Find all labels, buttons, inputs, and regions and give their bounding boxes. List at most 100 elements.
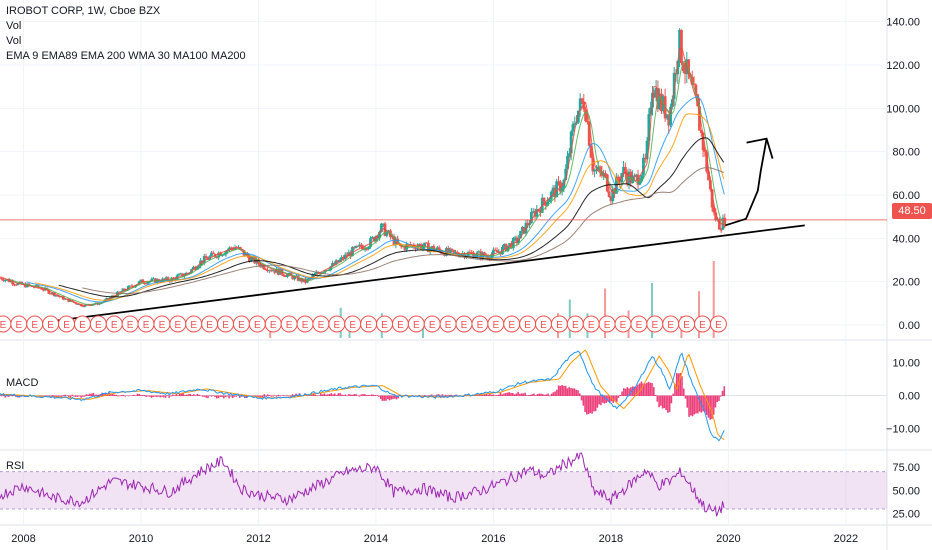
candle-body bbox=[334, 260, 338, 265]
candle-body bbox=[609, 196, 613, 202]
candle-body bbox=[220, 254, 224, 256]
rsi-pane-label[interactable]: RSI bbox=[6, 460, 25, 472]
candle-body bbox=[369, 238, 372, 248]
earnings-marker-label: E bbox=[16, 320, 23, 331]
earnings-marker[interactable]: E bbox=[614, 315, 632, 333]
macd-histogram-bar bbox=[667, 395, 669, 413]
candle-body bbox=[517, 238, 521, 244]
earnings-marker[interactable]: E bbox=[471, 315, 489, 333]
earnings-marker[interactable]: E bbox=[662, 315, 680, 333]
earnings-marker[interactable]: E bbox=[10, 315, 28, 333]
macd-histogram-bar bbox=[258, 395, 260, 398]
earnings-marker[interactable]: E bbox=[360, 315, 378, 333]
earnings-marker[interactable]: E bbox=[0, 315, 12, 333]
earnings-marker[interactable]: E bbox=[376, 315, 394, 333]
earnings-marker[interactable]: E bbox=[296, 315, 314, 333]
earnings-marker[interactable]: E bbox=[535, 315, 553, 333]
macd-pane-label[interactable]: MACD bbox=[6, 377, 39, 389]
earnings-marker[interactable]: E bbox=[89, 315, 107, 333]
macd-histogram-bar bbox=[284, 395, 287, 397]
earnings-marker[interactable]: E bbox=[121, 315, 139, 333]
candle-body bbox=[41, 289, 45, 291]
candle-body bbox=[452, 249, 456, 253]
macd-histogram-bar bbox=[138, 393, 141, 396]
symbol-title[interactable]: IROBOT CORP, 1W, Cboe BZX bbox=[6, 5, 161, 17]
earnings-marker[interactable]: E bbox=[423, 315, 441, 333]
earnings-marker[interactable]: E bbox=[519, 315, 537, 333]
earnings-marker[interactable]: E bbox=[73, 315, 91, 333]
volume-indicator-label-2[interactable]: Vol bbox=[6, 35, 22, 47]
earnings-marker[interactable]: E bbox=[153, 315, 171, 333]
earnings-marker[interactable]: E bbox=[280, 315, 298, 333]
macd-histogram-bar bbox=[628, 388, 630, 396]
macd-histogram-bar bbox=[127, 395, 130, 397]
earnings-marker[interactable]: E bbox=[709, 315, 727, 333]
candle-body bbox=[593, 169, 597, 172]
macd-histogram-bar bbox=[682, 388, 685, 396]
earnings-marker[interactable]: E bbox=[217, 315, 235, 333]
candle-body bbox=[0, 277, 4, 280]
candle-body bbox=[645, 140, 649, 160]
macd-histogram-bar bbox=[171, 394, 174, 396]
earnings-marker[interactable]: E bbox=[694, 315, 712, 333]
arrow-head bbox=[746, 137, 774, 159]
earnings-marker-label: E bbox=[127, 320, 134, 331]
macd-histogram-bar bbox=[448, 395, 451, 396]
earnings-marker[interactable]: E bbox=[26, 315, 44, 333]
macd-histogram-bar bbox=[385, 395, 387, 401]
earnings-marker[interactable]: E bbox=[582, 315, 600, 333]
earnings-marker[interactable]: E bbox=[487, 315, 505, 333]
earnings-marker[interactable]: E bbox=[312, 315, 330, 333]
earnings-marker[interactable]: E bbox=[185, 315, 203, 333]
earnings-marker[interactable]: E bbox=[646, 315, 664, 333]
earnings-marker[interactable]: E bbox=[105, 315, 123, 333]
earnings-marker[interactable]: E bbox=[42, 315, 60, 333]
earnings-marker[interactable]: E bbox=[344, 315, 362, 333]
earnings-marker[interactable]: E bbox=[264, 315, 282, 333]
macd-histogram-bar bbox=[570, 388, 572, 396]
candle-body bbox=[117, 291, 121, 293]
macd-histogram-bar bbox=[141, 395, 144, 396]
candle-body bbox=[163, 278, 166, 280]
earnings-marker[interactable]: E bbox=[328, 315, 346, 333]
earnings-marker[interactable]: E bbox=[598, 315, 616, 333]
macd-histogram-bar bbox=[547, 393, 549, 396]
earnings-marker[interactable]: E bbox=[503, 315, 521, 333]
earnings-marker[interactable]: E bbox=[439, 315, 457, 333]
candle-body bbox=[607, 191, 611, 197]
earnings-marker[interactable]: E bbox=[455, 315, 473, 333]
macd-histogram-bar bbox=[245, 395, 248, 398]
earnings-marker[interactable]: E bbox=[566, 315, 584, 333]
earnings-marker[interactable]: E bbox=[58, 315, 76, 333]
earnings-marker[interactable]: E bbox=[169, 315, 187, 333]
rsi-line bbox=[0, 452, 725, 517]
earnings-marker[interactable]: E bbox=[550, 315, 568, 333]
earnings-marker-label: E bbox=[699, 320, 706, 331]
macd-histogram-bar bbox=[591, 395, 593, 414]
earnings-marker[interactable]: E bbox=[678, 315, 696, 333]
volume-indicator-label[interactable]: Vol bbox=[6, 20, 22, 32]
time-axis-label: 2012 bbox=[246, 533, 270, 545]
candle-body bbox=[13, 284, 16, 286]
earnings-marker[interactable]: E bbox=[391, 315, 409, 333]
candle-body bbox=[352, 247, 356, 249]
candle-body bbox=[78, 304, 81, 306]
earnings-marker[interactable]: E bbox=[137, 315, 155, 333]
candle-body bbox=[233, 247, 237, 250]
candle-body bbox=[11, 281, 15, 285]
macd-histogram-bar bbox=[536, 394, 539, 396]
candle-body bbox=[217, 252, 221, 258]
legend: IROBOT CORP, 1W, Cboe BZX Vol Vol EMA 9 … bbox=[6, 4, 246, 64]
moving-averages-label[interactable]: EMA 9 EMA89 EMA 200 WMA 30 MA100 MA200 bbox=[6, 50, 246, 62]
macd-histogram-bar bbox=[143, 394, 146, 396]
earnings-marker[interactable]: E bbox=[232, 315, 250, 333]
earnings-marker[interactable]: E bbox=[407, 315, 425, 333]
macd-histogram-bar bbox=[429, 395, 431, 396]
candle-body bbox=[569, 131, 573, 154]
earnings-marker[interactable]: E bbox=[201, 315, 219, 333]
earnings-marker[interactable]: E bbox=[630, 315, 648, 333]
time-axis-label: 2018 bbox=[599, 533, 623, 545]
macd-histogram-bar bbox=[323, 393, 326, 396]
earnings-marker[interactable]: E bbox=[248, 315, 266, 333]
